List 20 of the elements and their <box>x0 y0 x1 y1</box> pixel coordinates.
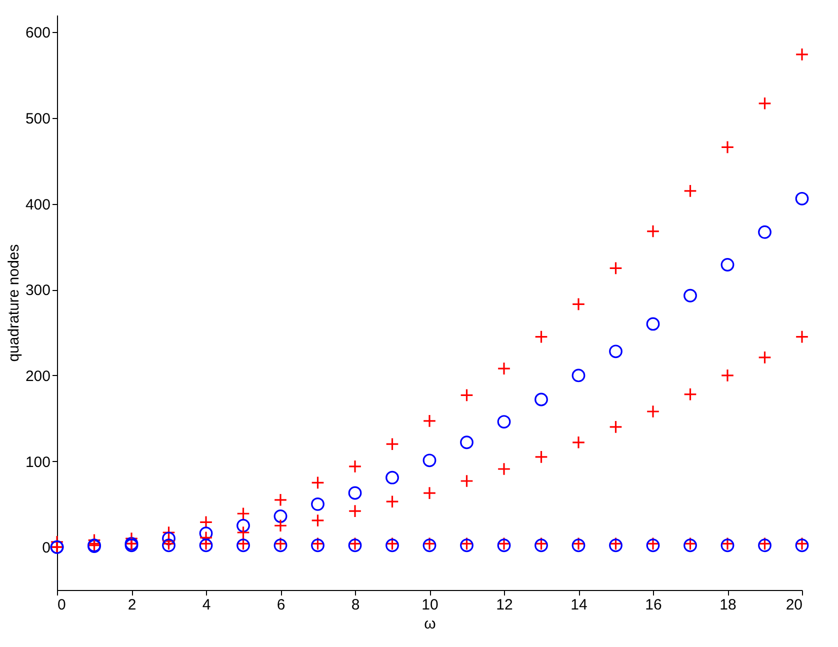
y-tick-label: 400 <box>25 196 50 214</box>
x-tick-label: 16 <box>645 596 662 614</box>
y-tick-label: 200 <box>25 368 50 385</box>
x-tick-label: 6 <box>276 596 286 614</box>
x-tick-label: 2 <box>128 596 136 614</box>
x-axis-title: ω <box>424 616 436 632</box>
x-tick-label: 14 <box>570 596 588 614</box>
x-tick-label: 18 <box>720 596 736 614</box>
x-tick-label: 10 <box>422 596 438 614</box>
y-axis-title: quadrature nodes <box>5 244 22 362</box>
y-tick-label: 100 <box>25 454 50 471</box>
y-tick-label: 600 <box>25 24 50 42</box>
x-tick-label: 20 <box>786 596 802 614</box>
x-tick-label: 12 <box>496 596 513 614</box>
x-tick-label: 4 <box>202 596 211 614</box>
x-tick-label: 8 <box>351 596 360 614</box>
y-tick-label: 500 <box>25 110 50 128</box>
y-tick-label: 300 <box>25 282 50 300</box>
x-tick-label: 0 <box>58 596 66 614</box>
y-tick-label: 0 <box>42 540 50 557</box>
